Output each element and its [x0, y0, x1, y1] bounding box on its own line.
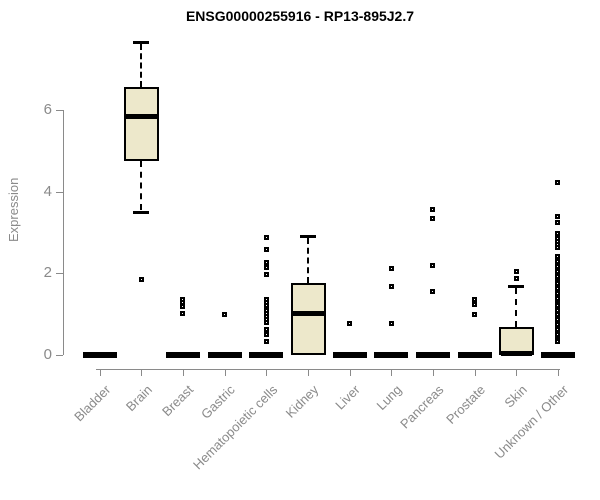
outlier-point	[555, 180, 561, 186]
zero-bar-unknown-other	[540, 352, 575, 358]
outlier-point	[263, 302, 269, 308]
outlier-point	[388, 321, 394, 327]
x-axis-tick	[141, 369, 143, 376]
x-tick-label: Prostate	[443, 382, 489, 427]
whisker-line-low	[140, 160, 143, 211]
outlier-point	[180, 303, 186, 309]
y-tick-label: 2	[43, 264, 52, 282]
whisker-line-high	[306, 237, 309, 284]
x-axis-tick	[474, 369, 476, 376]
y-axis-tick	[56, 273, 63, 275]
x-axis-tick	[99, 369, 101, 376]
whisker-line-high	[515, 287, 518, 327]
outlier-point	[513, 269, 519, 275]
outlier-point	[222, 311, 228, 317]
outlier-point	[263, 265, 269, 271]
box-kidney	[290, 283, 326, 355]
zero-bar-hematopoietic-cells	[249, 352, 284, 358]
x-axis-tick	[557, 369, 559, 376]
x-tick-label: Brain	[122, 382, 155, 415]
x-axis-line	[96, 369, 560, 370]
y-axis-tick	[56, 109, 63, 111]
outlier-point	[263, 319, 269, 325]
outlier-point	[263, 332, 269, 338]
zero-bar-pancreas	[415, 352, 450, 358]
median-line	[292, 311, 324, 317]
outlier-point	[472, 297, 478, 303]
outlier-point	[138, 276, 144, 282]
outlier-point	[555, 214, 561, 220]
zero-bar-liver	[332, 352, 367, 358]
y-axis-line	[63, 109, 64, 355]
outlier-point	[472, 302, 478, 308]
outlier-point	[388, 265, 394, 271]
outlier-point	[263, 327, 269, 333]
y-axis-tick	[56, 355, 63, 356]
box-brain	[124, 86, 160, 161]
outlier-point	[555, 339, 561, 345]
y-axis-label: Expression	[6, 177, 21, 242]
outlier-point	[430, 207, 436, 213]
outlier-point	[472, 312, 478, 318]
x-axis-tick	[266, 369, 268, 376]
outlier-point	[180, 299, 186, 305]
whisker-line-high	[140, 44, 143, 87]
outlier-point	[513, 275, 519, 281]
x-tick-label: Lung	[373, 382, 405, 414]
whisker-cap-low	[133, 211, 150, 215]
whisker-cap-high	[508, 284, 525, 288]
x-tick-label: Unknown / Other	[492, 382, 572, 462]
x-axis-tick	[182, 369, 184, 376]
y-tick-label: 6	[43, 100, 52, 118]
chart-title: ENSG00000255916 - RP13-895J2.7	[185, 8, 415, 24]
zero-bar-prostate	[457, 352, 492, 358]
x-tick-label: Gastric	[198, 382, 239, 422]
outlier-point	[555, 220, 561, 226]
zero-bar-breast	[165, 352, 200, 358]
x-axis-tick	[516, 369, 518, 376]
outlier-point	[430, 262, 436, 268]
x-axis-tick	[349, 369, 351, 376]
y-tick-label: 4	[43, 182, 52, 200]
outlier-point	[263, 339, 269, 345]
x-axis-tick	[432, 369, 434, 376]
zero-bar-lung	[374, 352, 409, 358]
outlier-point	[180, 311, 186, 317]
whisker-cap-high	[133, 41, 150, 45]
zero-bar-bladder	[82, 352, 117, 358]
whisker-cap-high	[299, 234, 316, 238]
median-line	[501, 351, 533, 356]
median-line	[126, 114, 158, 120]
outlier-point	[430, 289, 436, 295]
outlier-point	[555, 245, 561, 251]
y-tick-label: 0	[43, 346, 52, 363]
x-tick-label: Breast	[159, 382, 197, 420]
x-tick-label: Kidney	[282, 382, 322, 421]
outlier-point	[430, 215, 436, 221]
outlier-point	[347, 320, 353, 326]
x-axis-tick	[224, 369, 226, 376]
outlier-point	[388, 284, 394, 290]
x-tick-label: Liver	[332, 382, 364, 413]
x-tick-label: Bladder	[70, 382, 114, 425]
outlier-point	[555, 308, 561, 314]
outlier-point	[263, 247, 269, 253]
zero-bar-gastric	[207, 352, 242, 358]
outlier-point	[263, 259, 269, 265]
x-tick-label: Pancreas	[397, 382, 447, 432]
outlier-point	[263, 272, 269, 278]
x-axis-tick	[307, 369, 309, 376]
y-axis-tick	[56, 191, 63, 193]
x-tick-label: Skin	[501, 382, 530, 411]
outlier-point	[263, 234, 269, 240]
x-axis-tick	[391, 369, 393, 376]
